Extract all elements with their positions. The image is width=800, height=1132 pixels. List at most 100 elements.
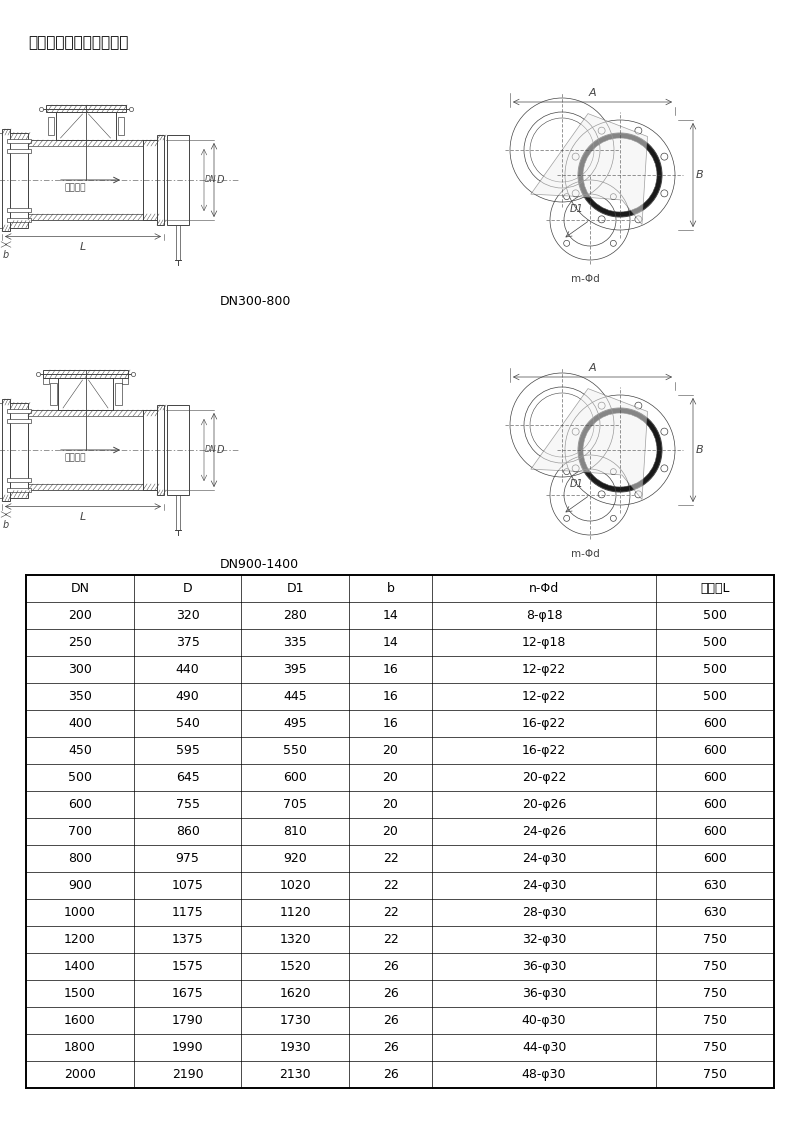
Circle shape — [598, 402, 605, 409]
Circle shape — [564, 194, 570, 199]
Bar — [28, 410, 143, 415]
Text: 540: 540 — [176, 717, 199, 730]
Text: 500: 500 — [68, 771, 92, 784]
Text: A: A — [589, 88, 596, 98]
Text: 250: 250 — [68, 636, 92, 649]
Bar — [28, 410, 143, 490]
Text: D1: D1 — [570, 204, 584, 214]
Circle shape — [598, 127, 605, 135]
Text: 900: 900 — [68, 880, 92, 892]
Circle shape — [610, 240, 616, 247]
Text: b: b — [3, 250, 9, 260]
Text: 490: 490 — [176, 691, 199, 703]
Bar — [7, 419, 31, 422]
Bar — [46, 105, 126, 112]
Polygon shape — [531, 113, 647, 224]
Bar — [2, 129, 10, 231]
Bar — [58, 378, 113, 410]
Bar — [143, 140, 157, 220]
Text: 20: 20 — [382, 798, 398, 811]
Circle shape — [635, 216, 642, 223]
Circle shape — [610, 515, 616, 522]
Text: B: B — [696, 170, 704, 180]
Text: 26: 26 — [382, 1067, 398, 1081]
Text: DN: DN — [70, 582, 90, 595]
Bar — [7, 409, 31, 412]
Text: 800: 800 — [68, 852, 92, 865]
Circle shape — [610, 194, 616, 199]
Text: 8-φ18: 8-φ18 — [526, 609, 562, 621]
Text: 500: 500 — [703, 609, 727, 621]
Text: DN: DN — [205, 175, 217, 185]
Text: 24-φ30: 24-φ30 — [522, 880, 566, 892]
Text: 1020: 1020 — [279, 880, 311, 892]
Circle shape — [610, 469, 616, 474]
Text: 14: 14 — [382, 636, 398, 649]
Text: 二、主要外形连接尺寸：: 二、主要外形连接尺寸： — [28, 35, 128, 50]
Text: DN300-800: DN300-800 — [220, 295, 291, 308]
Text: 200: 200 — [68, 609, 92, 621]
Text: 12-φ22: 12-φ22 — [522, 663, 566, 676]
Text: m-Φd: m-Φd — [570, 549, 599, 559]
Text: 750: 750 — [703, 933, 727, 946]
Text: 750: 750 — [703, 987, 727, 1000]
Text: 1675: 1675 — [172, 987, 203, 1000]
Text: m-Φd: m-Φd — [570, 274, 599, 284]
Circle shape — [598, 491, 605, 498]
Bar — [7, 217, 31, 222]
Text: 1320: 1320 — [279, 933, 311, 946]
Text: 335: 335 — [283, 636, 307, 649]
Text: 1520: 1520 — [279, 960, 311, 974]
Text: 595: 595 — [176, 744, 199, 757]
Text: 600: 600 — [283, 771, 307, 784]
Text: 450: 450 — [68, 744, 92, 757]
Text: 48-φ30: 48-φ30 — [522, 1067, 566, 1081]
Text: D1: D1 — [286, 582, 304, 595]
Text: 400: 400 — [68, 717, 92, 730]
Circle shape — [583, 413, 657, 487]
Text: 20: 20 — [382, 771, 398, 784]
Circle shape — [661, 465, 668, 472]
Text: 24-φ26: 24-φ26 — [522, 825, 566, 838]
Text: n-Φd: n-Φd — [529, 582, 559, 595]
Text: 500: 500 — [703, 691, 727, 703]
Text: 500: 500 — [703, 636, 727, 649]
Text: 16: 16 — [382, 691, 398, 703]
Text: 600: 600 — [703, 744, 727, 757]
Circle shape — [661, 153, 668, 160]
Text: 440: 440 — [176, 663, 199, 676]
Circle shape — [564, 515, 570, 522]
Text: 1400: 1400 — [64, 960, 96, 974]
Text: 1375: 1375 — [172, 933, 203, 946]
Bar — [7, 207, 31, 212]
Bar — [167, 135, 189, 225]
Bar — [7, 478, 31, 481]
Bar — [7, 138, 31, 143]
Text: 22: 22 — [382, 906, 398, 919]
Circle shape — [635, 402, 642, 409]
Circle shape — [572, 428, 579, 435]
Text: 16: 16 — [382, 663, 398, 676]
Text: 1620: 1620 — [279, 987, 311, 1000]
Text: 395: 395 — [283, 663, 307, 676]
Bar — [28, 140, 143, 146]
Text: 495: 495 — [283, 717, 307, 730]
Text: 750: 750 — [703, 1014, 727, 1027]
Text: 2130: 2130 — [279, 1067, 311, 1081]
Text: 16-φ22: 16-φ22 — [522, 717, 566, 730]
Text: 44-φ30: 44-φ30 — [522, 1041, 566, 1054]
Text: 1800: 1800 — [64, 1041, 96, 1054]
Bar — [43, 370, 128, 378]
Text: 630: 630 — [703, 880, 727, 892]
Text: L: L — [80, 242, 86, 252]
Circle shape — [564, 240, 570, 247]
Text: 26: 26 — [382, 960, 398, 974]
Text: 20: 20 — [382, 825, 398, 838]
Polygon shape — [531, 388, 647, 499]
Text: 20-φ22: 20-φ22 — [522, 771, 566, 784]
Text: 16: 16 — [382, 717, 398, 730]
Text: DN: DN — [205, 446, 217, 455]
Text: 2000: 2000 — [64, 1067, 96, 1081]
Text: 1500: 1500 — [64, 987, 96, 1000]
Circle shape — [583, 138, 657, 212]
